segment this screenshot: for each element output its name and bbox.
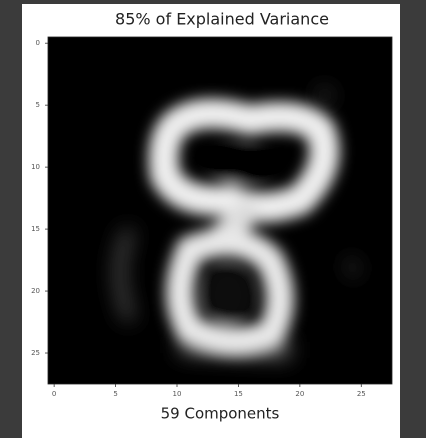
chart-title: 85% of Explained Variance [115,10,329,29]
x-tick-label: 0 [52,390,56,398]
x-tick-label: 20 [295,390,304,398]
y-tick-label: 15 [31,225,40,233]
x-axis-label: 59 Components [161,405,280,423]
figure: 85% of Explained Variance 59 Components … [0,0,426,438]
y-tick-label: 0 [36,39,40,47]
x-tick-label: 15 [234,390,243,398]
y-tick-label: 5 [36,101,40,109]
x-tick-label: 25 [357,390,366,398]
x-tick-label: 10 [173,390,182,398]
y-tick-label: 10 [31,163,40,171]
image-plot [48,37,392,384]
y-tick-label: 20 [31,287,40,295]
x-tick-label: 5 [113,390,117,398]
y-tick-label: 25 [31,349,40,357]
